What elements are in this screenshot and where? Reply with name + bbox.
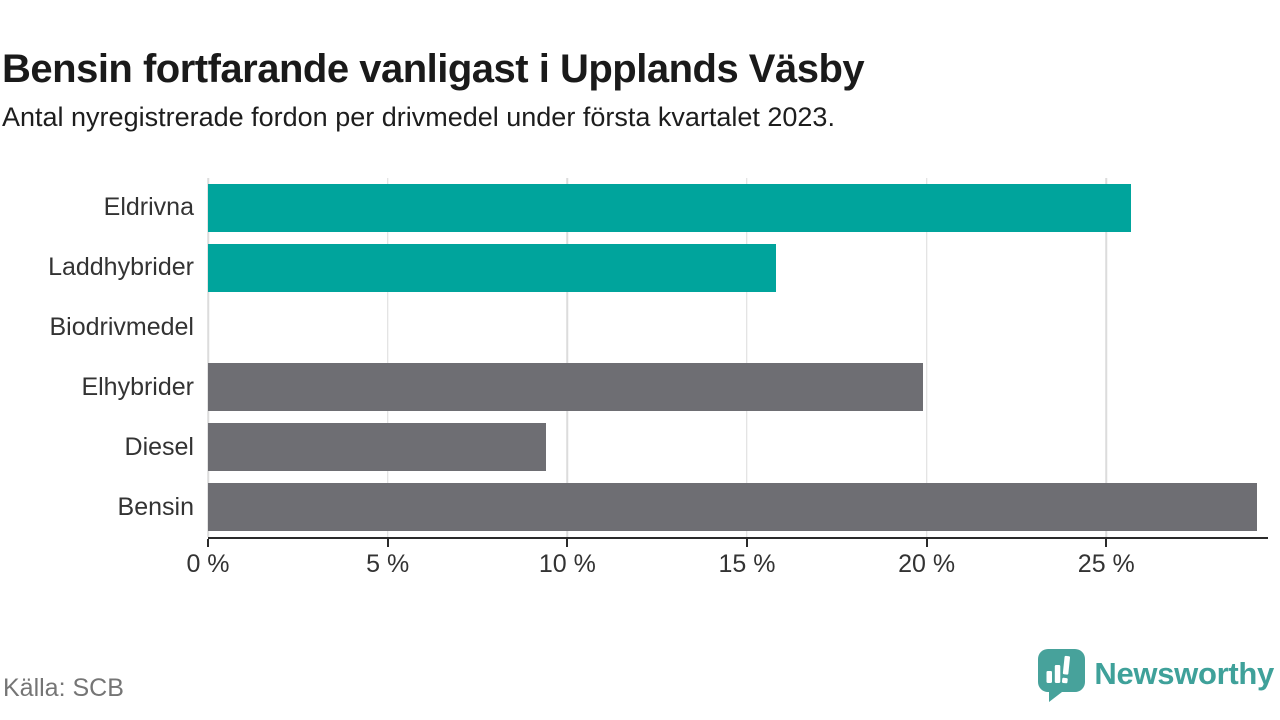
axis-tick <box>566 539 569 547</box>
gridline <box>1105 178 1108 537</box>
gridline <box>207 178 209 537</box>
axis-tick <box>207 539 209 547</box>
page-subtitle: Antal nyregistrerade fordon per drivmede… <box>2 102 835 132</box>
brand-logo: Newsworthy <box>1038 649 1274 707</box>
gridline <box>925 178 928 537</box>
axis-tick <box>925 539 928 547</box>
bar-diesel <box>208 423 546 472</box>
plot-area <box>207 178 1268 539</box>
bar-rows <box>208 178 1268 537</box>
gridline <box>746 178 748 537</box>
axis-tick-label: 20 % <box>898 550 956 578</box>
axis-tick-label: 10 % <box>538 550 596 578</box>
bar-row <box>208 417 1268 477</box>
brand-wordmark: Newsworthy <box>1094 656 1274 691</box>
source-note: Källa: SCB <box>3 674 124 702</box>
category-label: Biodrivmedel <box>49 313 194 342</box>
gridline <box>566 178 569 537</box>
gridline <box>386 178 389 537</box>
bar-elhybrider <box>208 363 924 412</box>
y-axis-labels: Eldrivna Laddhybrider Biodrivmedel Elhybrid… <box>0 178 194 537</box>
axis-tick-label: 0 % <box>186 550 230 578</box>
axis-tick-label: 5 % <box>366 550 410 578</box>
axis-tick-label: 25 % <box>1077 550 1135 578</box>
bar-row <box>208 238 1268 298</box>
category-label: Laddhybrider <box>48 253 194 282</box>
axis-tick-label: 15 % <box>718 550 776 578</box>
page-title: Bensin fortfarande vanligast i Upplands … <box>2 46 865 91</box>
x-axis: 0 % 5 % 10 % 15 % 20 % 25 % <box>186 178 1268 598</box>
axis-tick <box>745 539 748 547</box>
category-label: Diesel <box>124 432 194 461</box>
bar-chart: Eldrivna Laddhybrider Biodrivmedel Elhybrid… <box>0 178 1280 598</box>
axis-tick <box>1105 539 1108 547</box>
category-label: Elhybrider <box>81 372 194 401</box>
bar-row <box>208 477 1268 537</box>
bar-bensin <box>208 483 1258 532</box>
bar-eldrivna <box>208 183 1132 232</box>
bar-row <box>208 357 1268 417</box>
category-label: Eldrivna <box>103 193 194 222</box>
axis-tick <box>386 539 389 547</box>
newsworthy-icon <box>1038 649 1086 707</box>
bar-laddhybrider <box>208 243 776 292</box>
category-label: Bensin <box>117 492 194 521</box>
bar-row <box>208 178 1268 238</box>
